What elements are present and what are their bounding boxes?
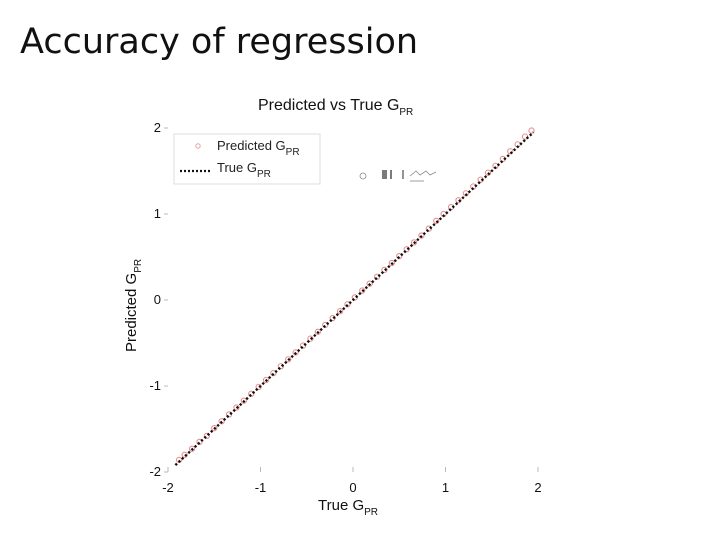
y-tick-label: 0 xyxy=(154,292,161,307)
predicted-point xyxy=(314,328,321,335)
y-tick-label: 1 xyxy=(154,206,161,221)
predicted-point xyxy=(233,404,240,411)
legend-label-predicted: Predicted GPR xyxy=(217,138,300,158)
legend: Predicted GPR True GPR xyxy=(173,133,321,185)
predicted-point xyxy=(507,148,514,155)
predicted-point xyxy=(433,217,440,225)
x-tick-label: 2 xyxy=(534,480,541,495)
predicted-point xyxy=(359,287,366,294)
slide-title: Accuracy of regression xyxy=(20,22,419,62)
predicted-point xyxy=(203,432,210,440)
x-tick-label: -1 xyxy=(255,480,267,495)
predicted-point xyxy=(336,308,344,315)
legend-marker-predicted xyxy=(195,143,201,149)
legend-label-true: True GPR xyxy=(217,160,271,180)
predicted-point xyxy=(270,369,277,377)
predicted-point xyxy=(181,451,188,458)
x-axis-label: True GPR xyxy=(318,497,378,518)
predicted-point xyxy=(366,280,373,287)
y-tick-label: 2 xyxy=(154,120,161,135)
legend-box xyxy=(173,133,321,185)
predicted-point xyxy=(484,169,492,176)
predicted-point xyxy=(410,239,418,246)
predicted-point xyxy=(388,259,395,267)
chart-title: Predicted vs True GPR xyxy=(258,97,413,118)
predicted-point xyxy=(218,418,225,425)
predicted-point xyxy=(262,376,270,384)
brush-icon[interactable] xyxy=(402,170,404,179)
predicted-point xyxy=(418,232,425,239)
predicted-point xyxy=(188,445,196,452)
zoom-icon[interactable] xyxy=(359,172,367,180)
pan-icon[interactable] xyxy=(382,170,387,179)
predicted-point xyxy=(211,424,218,432)
y-tick-label: -1 xyxy=(149,378,161,393)
predicted-point xyxy=(240,397,247,404)
x-tick-label: -2 xyxy=(162,480,174,495)
y-tick-label: -2 xyxy=(149,464,161,479)
predicted-point xyxy=(528,127,535,134)
predicted-point xyxy=(455,197,462,204)
y-axis-label: Predicted GPR xyxy=(123,259,144,352)
link-icon[interactable] xyxy=(409,170,437,177)
predicted-point xyxy=(285,356,292,363)
predicted-point xyxy=(344,301,351,308)
x-tick-label: 1 xyxy=(442,480,449,495)
x-tick-label: 0 xyxy=(349,480,356,495)
datatip-icon[interactable] xyxy=(390,170,392,179)
predicted-point xyxy=(462,190,469,197)
figure-toolbar[interactable] xyxy=(359,170,437,182)
predicted-point xyxy=(292,349,299,356)
axis-ticks: -2 -1 0 1 2 -2 -1 0 1 2 xyxy=(149,120,541,495)
